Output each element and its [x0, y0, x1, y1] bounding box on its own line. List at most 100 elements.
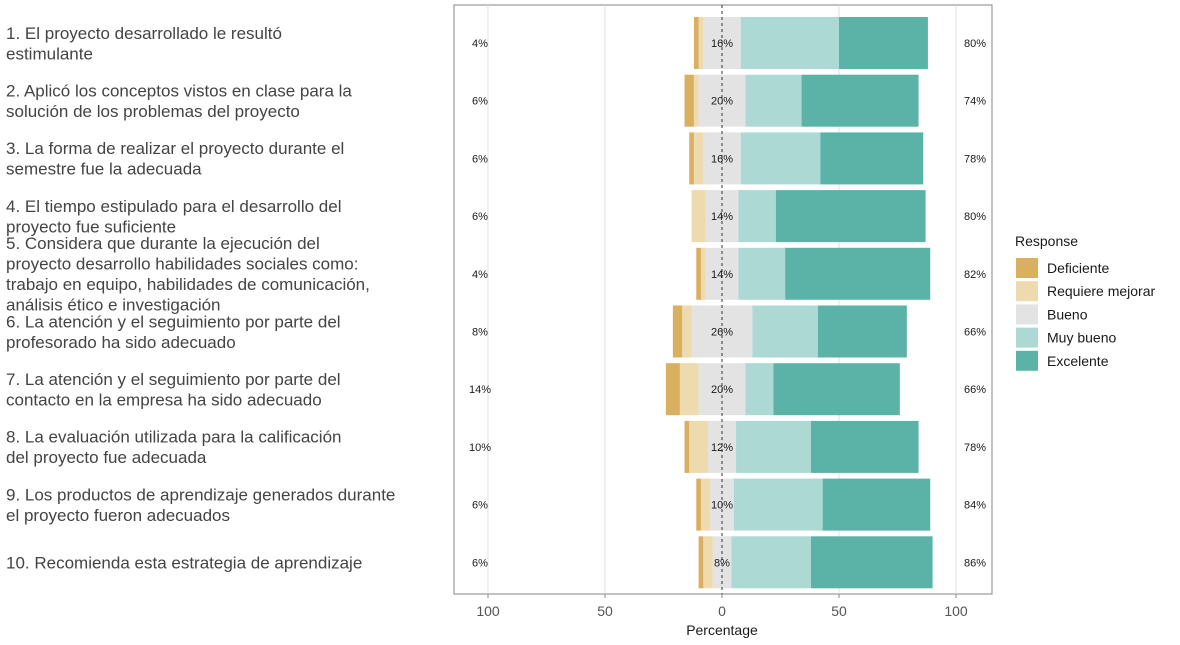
bar-q3-excelente [820, 132, 924, 185]
center-pct-label: 16% [711, 38, 733, 50]
question-label-3: 3. La forma de realizar el proyecto dura… [6, 139, 344, 179]
right-pct-label: 74% [964, 96, 986, 108]
center-pct-label: 14% [711, 211, 733, 223]
bar-q8-deficiente [684, 420, 690, 473]
legend-label: Requiere mejorar [1047, 283, 1155, 299]
left-pct-label: 6% [472, 211, 488, 223]
bar-q5-requiere-mejorar [700, 247, 706, 300]
bar-q9-deficiente [696, 478, 701, 531]
bar-q10-bueno [712, 536, 732, 589]
question-label-7: 7. La atención y el seguimiento por part… [6, 370, 341, 410]
bar-q7-excelente [773, 363, 900, 416]
center-pct-label: 20% [711, 96, 733, 108]
bar-q6-deficiente [672, 305, 683, 358]
question-label-1: 1. El proyecto desarrollado le resultó es… [6, 24, 282, 64]
bar-q2-excelente [801, 74, 919, 127]
question-label-5: 5. Considera que durante la ejecución de… [6, 234, 370, 314]
question-label-8: 8. La evaluación utilizada para la calif… [6, 428, 341, 468]
right-pct-label: 80% [964, 211, 986, 223]
legend-label: Bueno [1047, 306, 1088, 322]
x-tick-label: 100 [944, 603, 968, 619]
question-label-2: 2. Aplicó los conceptos vistos en clase … [6, 81, 352, 121]
bar-q8-excelente [810, 420, 919, 473]
question-label-4: 4. El tiempo estipulado para el desarrol… [6, 197, 341, 237]
bar-q3-deficiente [689, 132, 694, 185]
bar-q6-muy-bueno [752, 305, 818, 358]
bar-q1-excelente [839, 17, 928, 69]
question-labels: 1. El proyecto desarrollado le resultó es… [6, 24, 395, 573]
legend-label: Excelente [1047, 353, 1109, 369]
percentage-labels: 4% 16% 80% 6% 20% 74% 6% 16% 78% 6% 14% 80% 4% 14% 82%… [469, 38, 986, 569]
bar-q1-muy-bueno [740, 17, 839, 69]
bar-q5-bueno [705, 247, 739, 300]
right-pct-label: 78% [964, 153, 986, 165]
bar-q1-requiere-mejorar [698, 17, 704, 69]
left-pct-label: 6% [472, 96, 488, 108]
bar-q8-requiere-mejorar [689, 420, 708, 473]
bar-q10-deficiente [698, 536, 704, 589]
bar-q9-muy-bueno [733, 478, 823, 531]
bar-q2-deficiente [684, 74, 694, 127]
left-pct-label: 6% [472, 500, 488, 512]
left-pct-label: 14% [469, 384, 491, 396]
bar-q4-muy-bueno [738, 190, 776, 243]
center-pct-label: 12% [711, 442, 733, 454]
bar-q4-requiere-mejorar [691, 190, 706, 243]
right-pct-label: 84% [964, 500, 986, 512]
left-pct-label: 4% [472, 38, 488, 50]
legend-label: Muy bueno [1047, 330, 1116, 346]
right-pct-label: 82% [964, 269, 986, 281]
x-tick-label: 50 [831, 603, 847, 619]
legend-swatch-excelente [1016, 350, 1038, 371]
bar-q5-excelente [785, 247, 931, 300]
bar-q7-muy-bueno [745, 363, 774, 416]
center-pct-label: 16% [711, 153, 733, 165]
left-pct-label: 6% [472, 153, 488, 165]
center-pct-label: 26% [711, 327, 733, 339]
bar-q8-bueno [707, 420, 737, 473]
x-tick-label: 100 [476, 603, 500, 619]
bar-q10-requiere-mejorar [703, 536, 713, 589]
bar-q4-excelente [775, 190, 926, 243]
bar-q9-excelente [822, 478, 931, 531]
center-pct-label: 10% [711, 500, 733, 512]
left-pct-label: 4% [472, 269, 488, 281]
legend-swatch-bueno [1016, 304, 1038, 325]
x-tick-label: 0 [718, 603, 726, 619]
bar-q5-muy-bueno [738, 247, 786, 300]
left-pct-label: 6% [472, 557, 488, 569]
bar-q6-requiere-mejorar [682, 305, 692, 358]
right-pct-label: 80% [964, 38, 986, 50]
right-pct-label: 78% [964, 442, 986, 454]
legend-swatch-requiere-mejorar [1016, 281, 1038, 302]
right-pct-label: 66% [964, 327, 986, 339]
right-pct-label: 66% [964, 384, 986, 396]
center-pct-label: 20% [711, 384, 733, 396]
bar-q9-requiere-mejorar [700, 478, 711, 531]
center-pct-label: 8% [714, 557, 730, 569]
bar-q5-deficiente [696, 247, 701, 300]
question-label-6: 6. La atención y el seguimiento por part… [6, 312, 341, 352]
right-pct-label: 86% [964, 557, 986, 569]
bar-q7-requiere-mejorar [679, 363, 699, 416]
x-axis-title: Percentage [686, 622, 758, 638]
bar-q10-excelente [810, 536, 933, 589]
bar-q2-requiere-mejorar [693, 74, 699, 127]
bar-q8-muy-bueno [736, 420, 811, 473]
center-pct-label: 14% [711, 269, 733, 281]
bar-q1-deficiente [693, 17, 699, 69]
legend-title: Response [1015, 233, 1078, 249]
question-label-10: 10. Recomienda esta estrategia de aprend… [6, 553, 362, 572]
bar-q2-muy-bueno [745, 74, 802, 127]
legend: Response Deficiente Requiere mejorar Bueno… [1015, 233, 1155, 371]
bar-q10-muy-bueno [731, 536, 811, 589]
bar-q3-requiere-mejorar [693, 132, 704, 185]
legend-swatch-muy-bueno [1016, 327, 1038, 348]
bar-q6-excelente [817, 305, 907, 358]
left-pct-label: 10% [469, 442, 491, 454]
x-tick-label: 50 [597, 603, 613, 619]
bar-q3-muy-bueno [740, 132, 821, 185]
bar-q7-deficiente [665, 363, 680, 416]
legend-swatch-deficiente [1016, 258, 1038, 278]
